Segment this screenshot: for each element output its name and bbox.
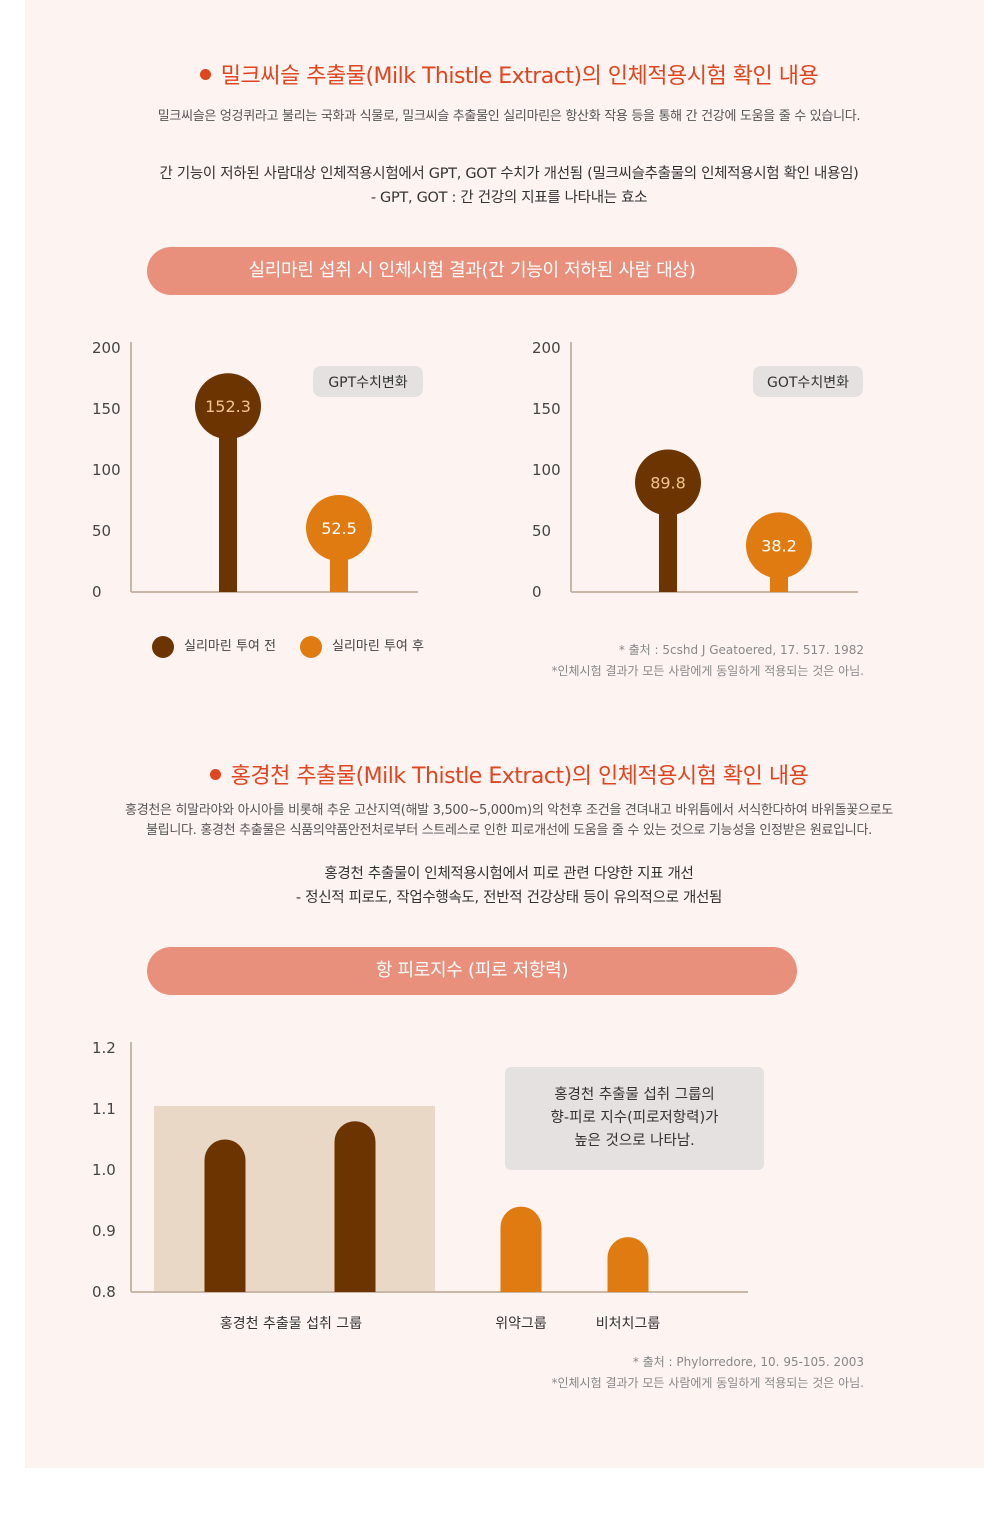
legend-before: 실리마린 투여 전	[152, 635, 276, 658]
bar-head	[635, 449, 701, 516]
y-tick-label: 0.9	[92, 1222, 116, 1240]
section2-description-line1: 홍경천은 히말라야와 아시아를 비롯해 추운 고산지역(해발 3,500~5,0…	[125, 803, 893, 818]
chart-title-badge	[753, 366, 863, 397]
section1-finding-line2: - GPT, GOT : 간 건강의 지표를 나타내는 효소	[370, 190, 648, 206]
x-category-label: 홍경천 추출물 섭취 그룹	[220, 1316, 362, 1332]
gpt-chart: 0 50 100 150 200 152.3 52.5 GPT수치변화	[92, 339, 423, 601]
legend-before-label: 실리마린 투여 전	[184, 639, 276, 654]
section1-title: 밀크씨슬 추출물(Milk Thistle Extract)의 인체적용시험 확…	[0, 58, 984, 90]
legend-after-label: 실리마린 투여 후	[332, 639, 424, 654]
chart-title: GOT수치변화	[767, 375, 849, 391]
note-line1: 홍경천 추출물 섭취 그룹의	[554, 1087, 715, 1103]
bullet-dot-icon	[199, 69, 211, 80]
y-tick-label: 50	[92, 522, 111, 540]
bar	[334, 1121, 376, 1292]
section1-description: 밀크씨슬은 엉겅퀴라고 불리는 국화과 식물로, 밀크씨슬 추출물인 실리마린은…	[157, 109, 861, 124]
bar-head	[306, 494, 372, 561]
bar	[500, 1206, 542, 1292]
bullet-dot-icon	[209, 769, 221, 780]
bar-head	[195, 373, 261, 440]
y-tick-label: 200	[92, 339, 121, 357]
y-tick-label: 1.1	[92, 1100, 116, 1118]
section1-source-disclaimer: *인체시험 결과가 모든 사람에게 동일하게 적용되는 것은 아님.	[551, 664, 864, 678]
x-category-label: 위약그룹	[495, 1316, 547, 1332]
section1-source-citation: * 출처 : 5cshd J Geatoered, 17. 517. 1982	[618, 643, 864, 657]
y-tick-label: 1.0	[92, 1161, 116, 1179]
section2-title-text: 홍경천 추출물(Milk Thistle Extract)의 인체적용시험 확인…	[230, 764, 809, 789]
section2-finding-line2: - 정신적 피로도, 작업수행속도, 전반적 건강상태 등이 유의적으로 개선됨	[295, 890, 723, 906]
section1-source: * 출처 : 5cshd J Geatoered, 17. 517. 1982 …	[551, 640, 864, 682]
y-tick-label: 100	[532, 461, 561, 479]
section2-description-line2: 불립니다. 홍경천 추출물은 식품의약품안전처로부터 스트레스로 인한 피로개선…	[146, 823, 872, 838]
y-tick-label: 0	[92, 583, 102, 601]
data-label: 52.5	[321, 519, 357, 538]
y-tick-label: 100	[92, 461, 121, 479]
section2-chart-banner: 항 피로지수 (피로 저항력)	[147, 947, 797, 995]
x-category-label: 비처치그룹	[596, 1316, 661, 1332]
section1-chart-banner: 실리마린 섭취 시 인체시험 결과(간 기능이 저하된 사람 대상)	[147, 247, 797, 295]
y-tick-label: 150	[532, 400, 561, 418]
legend-before-swatch	[152, 635, 174, 658]
section1-finding-line1: 간 기능이 저하된 사람대상 인체적용시험에서 GPT, GOT 수치가 개선됨…	[159, 166, 859, 182]
section2-finding-line1: 홍경천 추출물이 인체적용시험에서 피로 관련 다양한 지표 개선	[324, 866, 694, 882]
data-label: 38.2	[761, 536, 797, 555]
y-tick-label: 200	[532, 339, 561, 357]
fatigue-note-box: 홍경천 추출물 섭취 그룹의 향-피로 지수(피로저항력)가 높은 것으로 나타…	[505, 1067, 764, 1170]
section2-source-citation: * 출처 : Phylorredore, 10. 95-105. 2003	[632, 1355, 864, 1369]
bar-stem	[219, 406, 237, 592]
liver-enzyme-charts: 0 50 100 150 200 152.3 52.5 GPT수치변화 0 50 100 150 20…	[92, 339, 863, 601]
data-label: 89.8	[650, 473, 686, 492]
y-tick-label: 150	[92, 400, 121, 418]
section2-source: * 출처 : Phylorredore, 10. 95-105. 2003 *인…	[551, 1352, 864, 1394]
section2-title: 홍경천 추출물(Milk Thistle Extract)의 인체적용시험 확인…	[0, 758, 984, 790]
data-label: 152.3	[205, 397, 251, 416]
group-highlight	[154, 1105, 435, 1292]
y-tick-label: 50	[532, 522, 551, 540]
chart-title: GPT수치변화	[328, 375, 407, 391]
bar-head	[746, 512, 812, 579]
chart-title-badge	[313, 366, 423, 397]
legend-after-swatch	[300, 635, 322, 658]
legend-after: 실리마린 투여 후	[300, 635, 424, 658]
y-tick-label: 0	[532, 583, 542, 601]
y-tick-label: 0.8	[92, 1283, 116, 1301]
section2-source-disclaimer: *인체시험 결과가 모든 사람에게 동일하게 적용되는 것은 아님.	[551, 1376, 864, 1390]
bar	[204, 1139, 246, 1292]
got-chart: 0 50 100 150 200 89.8 38.2 GOT수치변화	[532, 339, 863, 601]
section1-title-text: 밀크씨슬 추출물(Milk Thistle Extract)의 인체적용시험 확…	[220, 64, 819, 89]
note-line3: 높은 것으로 나타남.	[574, 1133, 695, 1149]
y-tick-label: 1.2	[92, 1039, 116, 1057]
note-line2: 향-피로 지수(피로저항력)가	[550, 1110, 719, 1126]
fatigue-chart: 0.8 0.9 1.0 1.1 1.2 홍경천 추출물 섭취 그룹 위약그룹 비처치그룹	[92, 1039, 748, 1332]
bar	[607, 1237, 649, 1292]
